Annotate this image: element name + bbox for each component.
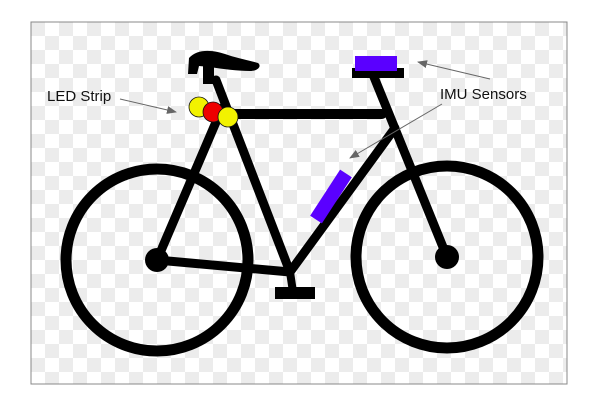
pedal	[275, 287, 315, 299]
bicycle-icon	[60, 67, 544, 357]
imu-sensor-downtube	[310, 169, 352, 224]
handlebar	[352, 68, 404, 78]
front-wheel	[350, 160, 544, 354]
checker-background	[30, 21, 568, 385]
rear-wheel	[60, 163, 254, 357]
chain-stay	[152, 255, 295, 277]
rear-hub	[145, 248, 169, 272]
saddle	[188, 50, 260, 74]
imu-sensors-label: IMU Sensors	[440, 86, 527, 103]
imu-pointer-downtube	[349, 103, 443, 159]
down-tube	[285, 123, 400, 277]
imu-sensor-top	[355, 56, 397, 71]
led-yellow-right	[217, 106, 239, 128]
fork	[367, 67, 452, 262]
led-strip-pointer	[119, 98, 177, 114]
imu-pointer-top	[417, 60, 491, 80]
seat-post	[203, 62, 214, 84]
led-strip-label: LED Strip	[47, 88, 111, 105]
seat-stay	[152, 103, 227, 265]
front-hub	[435, 245, 459, 269]
